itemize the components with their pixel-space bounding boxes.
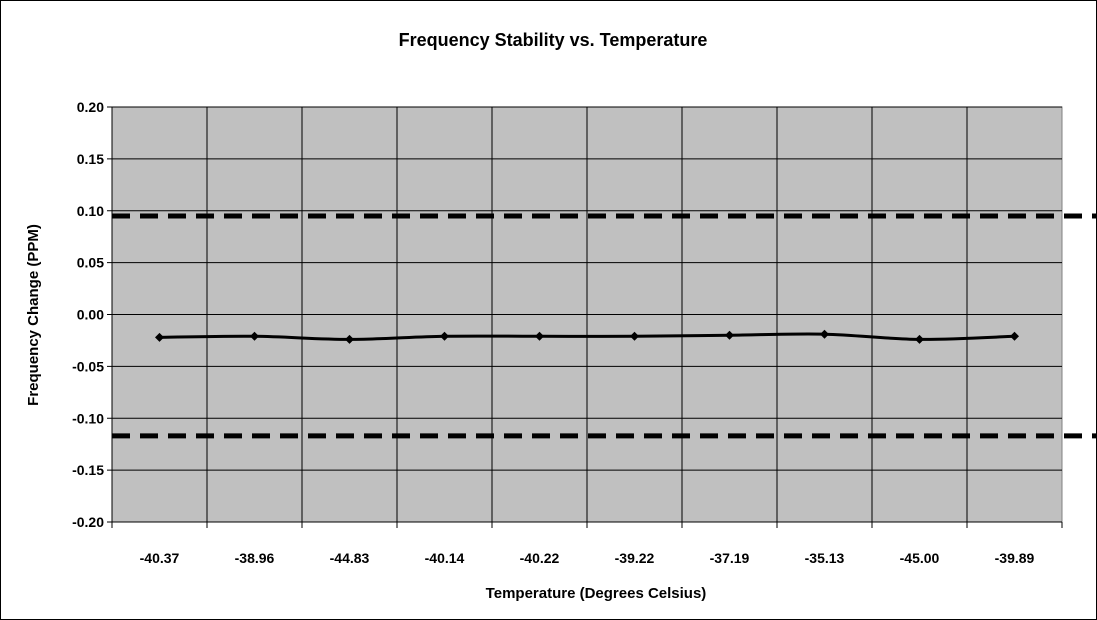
y-tick-label: 0.05 — [77, 255, 104, 271]
y-tick-label: 0.10 — [77, 203, 104, 219]
x-tick-label: -39.22 — [615, 550, 655, 566]
x-tick-label: -44.83 — [330, 550, 370, 566]
y-tick-label: 0.20 — [77, 99, 104, 115]
y-tick-label: -0.05 — [72, 358, 104, 374]
y-tick-label: -0.10 — [72, 410, 104, 426]
data-point — [725, 330, 734, 340]
y-axis-label: Frequency Change (PPM) — [25, 224, 42, 406]
chart-title: Frequency Stability vs. Temperature — [399, 30, 708, 50]
x-tick-label: -39.89 — [995, 550, 1035, 566]
data-point — [1010, 331, 1019, 341]
series — [155, 329, 1019, 344]
data-point — [250, 331, 259, 341]
x-tick-label: -40.14 — [425, 550, 465, 566]
x-tick-label: -45.00 — [900, 550, 940, 566]
series-line — [159, 332, 1015, 341]
x-axis-label: Temperature (Degrees Celsius) — [486, 585, 707, 602]
data-point — [345, 334, 354, 344]
axes — [107, 106, 1063, 528]
data-point — [440, 331, 449, 341]
y-tick-label: 0.15 — [77, 151, 104, 167]
x-tick-label: -37.19 — [710, 550, 750, 566]
y-tick-label: -0.15 — [72, 462, 104, 478]
y-tick-label: 0.00 — [77, 307, 104, 323]
x-tick-label: -35.13 — [805, 550, 845, 566]
data-point — [915, 334, 924, 344]
data-point — [820, 329, 829, 339]
x-tick-label: -40.37 — [140, 550, 180, 566]
x-tick-label: -40.22 — [520, 550, 560, 566]
x-tick-label: -38.96 — [235, 550, 275, 566]
y-tick-labels: 0.20 0.15 0.10 0.05 0.00 -0.05 -0.10 -0.15 -0.20 — [72, 99, 104, 530]
limit-lines — [112, 213, 1097, 439]
data-point — [630, 331, 639, 341]
data-point — [535, 331, 544, 341]
x-tick-labels: -40.37 -38.96 -44.83 -40.14 -40.22 -39.22 -37.… — [140, 550, 1035, 566]
data-point — [155, 332, 164, 342]
y-tick-label: -0.20 — [72, 514, 104, 530]
